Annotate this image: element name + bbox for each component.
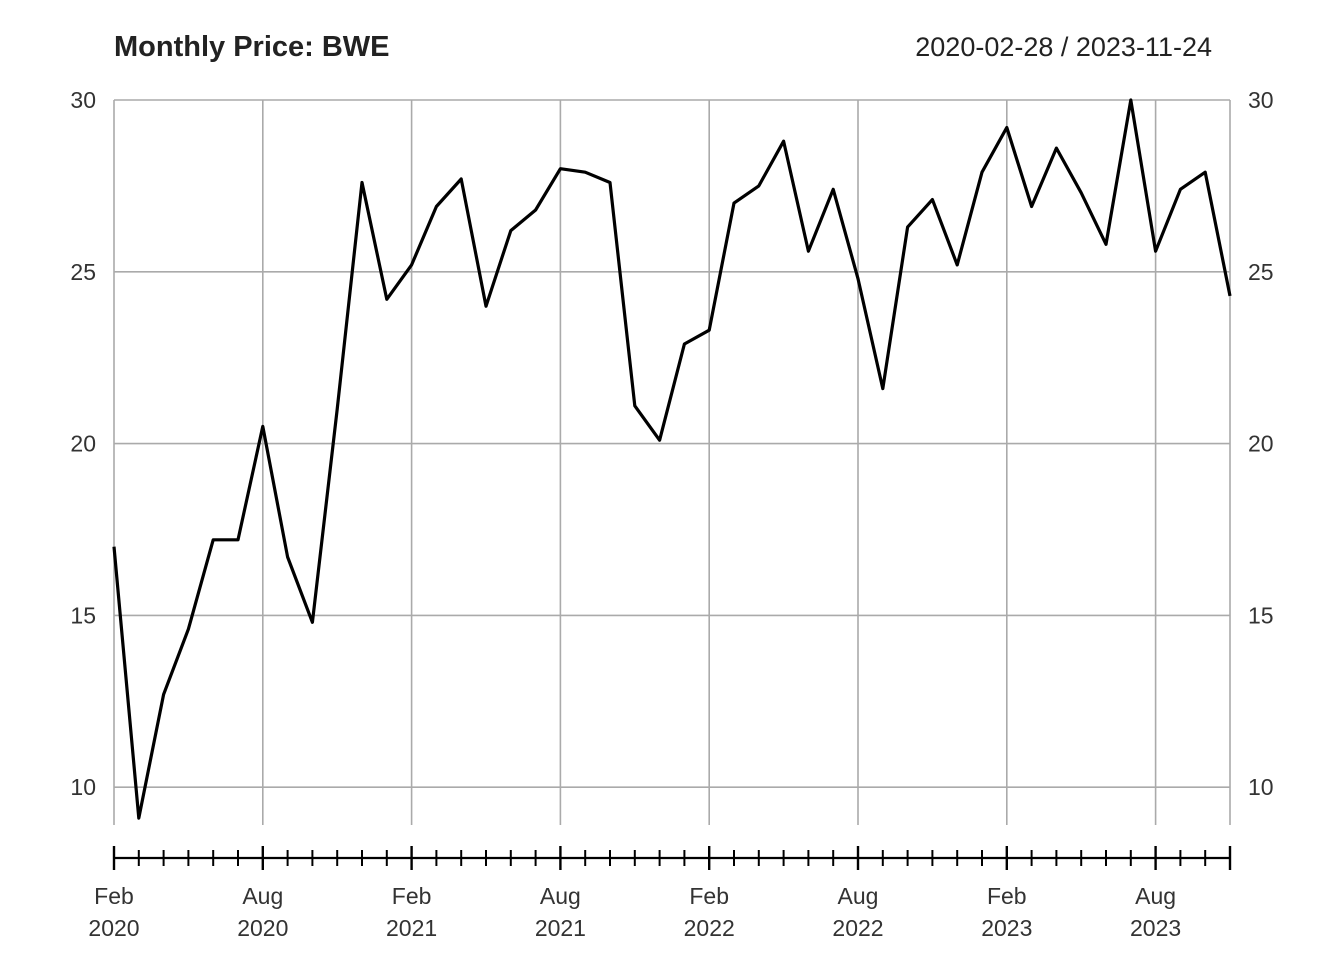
x-tick-label-month: Feb — [987, 883, 1027, 909]
y-tick-label-right: 10 — [1248, 774, 1274, 800]
y-tick-label-right: 15 — [1248, 602, 1274, 628]
x-tick-label-month: Aug — [1135, 883, 1176, 909]
price-series-line — [112, 98, 1232, 820]
x-tick-label-year: 2022 — [832, 915, 883, 941]
x-tick-label-month: Aug — [242, 883, 283, 909]
chart-title: Monthly Price: BWE — [114, 31, 390, 63]
x-tick-label-year: 2022 — [684, 915, 735, 941]
x-tick-label-year: 2020 — [88, 915, 139, 941]
y-tick-label-right: 20 — [1248, 431, 1274, 457]
x-tick-label-year: 2023 — [981, 915, 1032, 941]
y-tick-label-left: 25 — [70, 259, 96, 285]
x-tick-label-year: 2023 — [1130, 915, 1181, 941]
x-tick-label-month: Aug — [540, 883, 581, 909]
x-tick-label-month: Aug — [838, 883, 879, 909]
y-tick-label-left: 30 — [70, 87, 96, 113]
y-tick-label-right: 30 — [1248, 87, 1274, 113]
x-axis — [112, 846, 1232, 870]
y-axis-labels: 10 10 15 15 20 20 25 25 30 30 — [70, 87, 1273, 800]
series-layer — [112, 98, 1232, 820]
x-axis-labels: Feb 2020 Aug 2020 Feb 2021 Aug 2021 Feb 2022 Aug 20… — [88, 883, 1181, 941]
y-tick-label-right: 25 — [1248, 259, 1274, 285]
x-tick-label-year: 2021 — [386, 915, 437, 941]
y-tick-label-left: 10 — [70, 774, 96, 800]
x-tick-label-month: Feb — [94, 883, 134, 909]
x-tick-label-month: Feb — [392, 883, 432, 909]
y-tick-label-left: 20 — [70, 431, 96, 457]
x-tick-label-month: Feb — [689, 883, 729, 909]
date-range-label: 2020-02-28 / 2023-11-24 — [915, 32, 1212, 62]
grid-layer — [113, 99, 1231, 825]
x-tick-label-year: 2021 — [535, 915, 586, 941]
x-tick-label-year: 2020 — [237, 915, 288, 941]
y-tick-label-left: 15 — [70, 602, 96, 628]
